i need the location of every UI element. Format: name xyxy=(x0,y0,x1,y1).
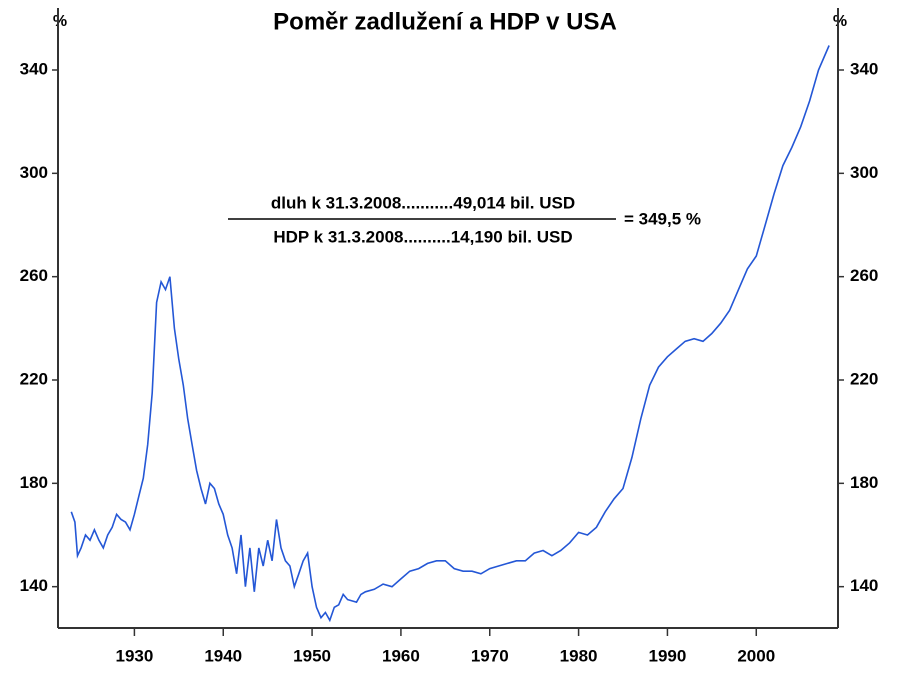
y2-tick-label: 260 xyxy=(850,266,878,285)
y2-tick-label: 140 xyxy=(850,576,878,595)
annotation-result: = 349,5 % xyxy=(624,209,701,228)
y-tick-label: 180 xyxy=(20,473,48,492)
x-tick-label: 1970 xyxy=(471,646,509,665)
y-tick-label: 220 xyxy=(20,369,48,388)
y2-tick-label: 220 xyxy=(850,369,878,388)
annotation-numerator: dluh k 31.3.2008...........49,014 bil. U… xyxy=(271,193,575,212)
y-tick-label: 300 xyxy=(20,163,48,182)
x-tick-label: 1930 xyxy=(115,646,153,665)
y-unit: % xyxy=(53,13,67,30)
y-tick-label: 140 xyxy=(20,576,48,595)
x-tick-label: 1950 xyxy=(293,646,331,665)
chart-title: Poměr zadlužení a HDP v USA xyxy=(273,8,617,35)
y-tick-label: 340 xyxy=(20,59,48,78)
annotation-denominator: HDP k 31.3.2008..........14,190 bil. USD xyxy=(273,227,572,246)
y2-tick-label: 300 xyxy=(850,163,878,182)
x-tick-label: 1940 xyxy=(204,646,242,665)
y-tick-label: 260 xyxy=(20,266,48,285)
x-tick-label: 1990 xyxy=(649,646,687,665)
x-tick-label: 2000 xyxy=(737,646,775,665)
data-line xyxy=(70,45,830,623)
y2-unit: % xyxy=(833,13,847,30)
y2-tick-label: 340 xyxy=(850,59,878,78)
x-tick-label: 1960 xyxy=(382,646,420,665)
x-tick-label: 1980 xyxy=(560,646,598,665)
y2-tick-label: 180 xyxy=(850,473,878,492)
